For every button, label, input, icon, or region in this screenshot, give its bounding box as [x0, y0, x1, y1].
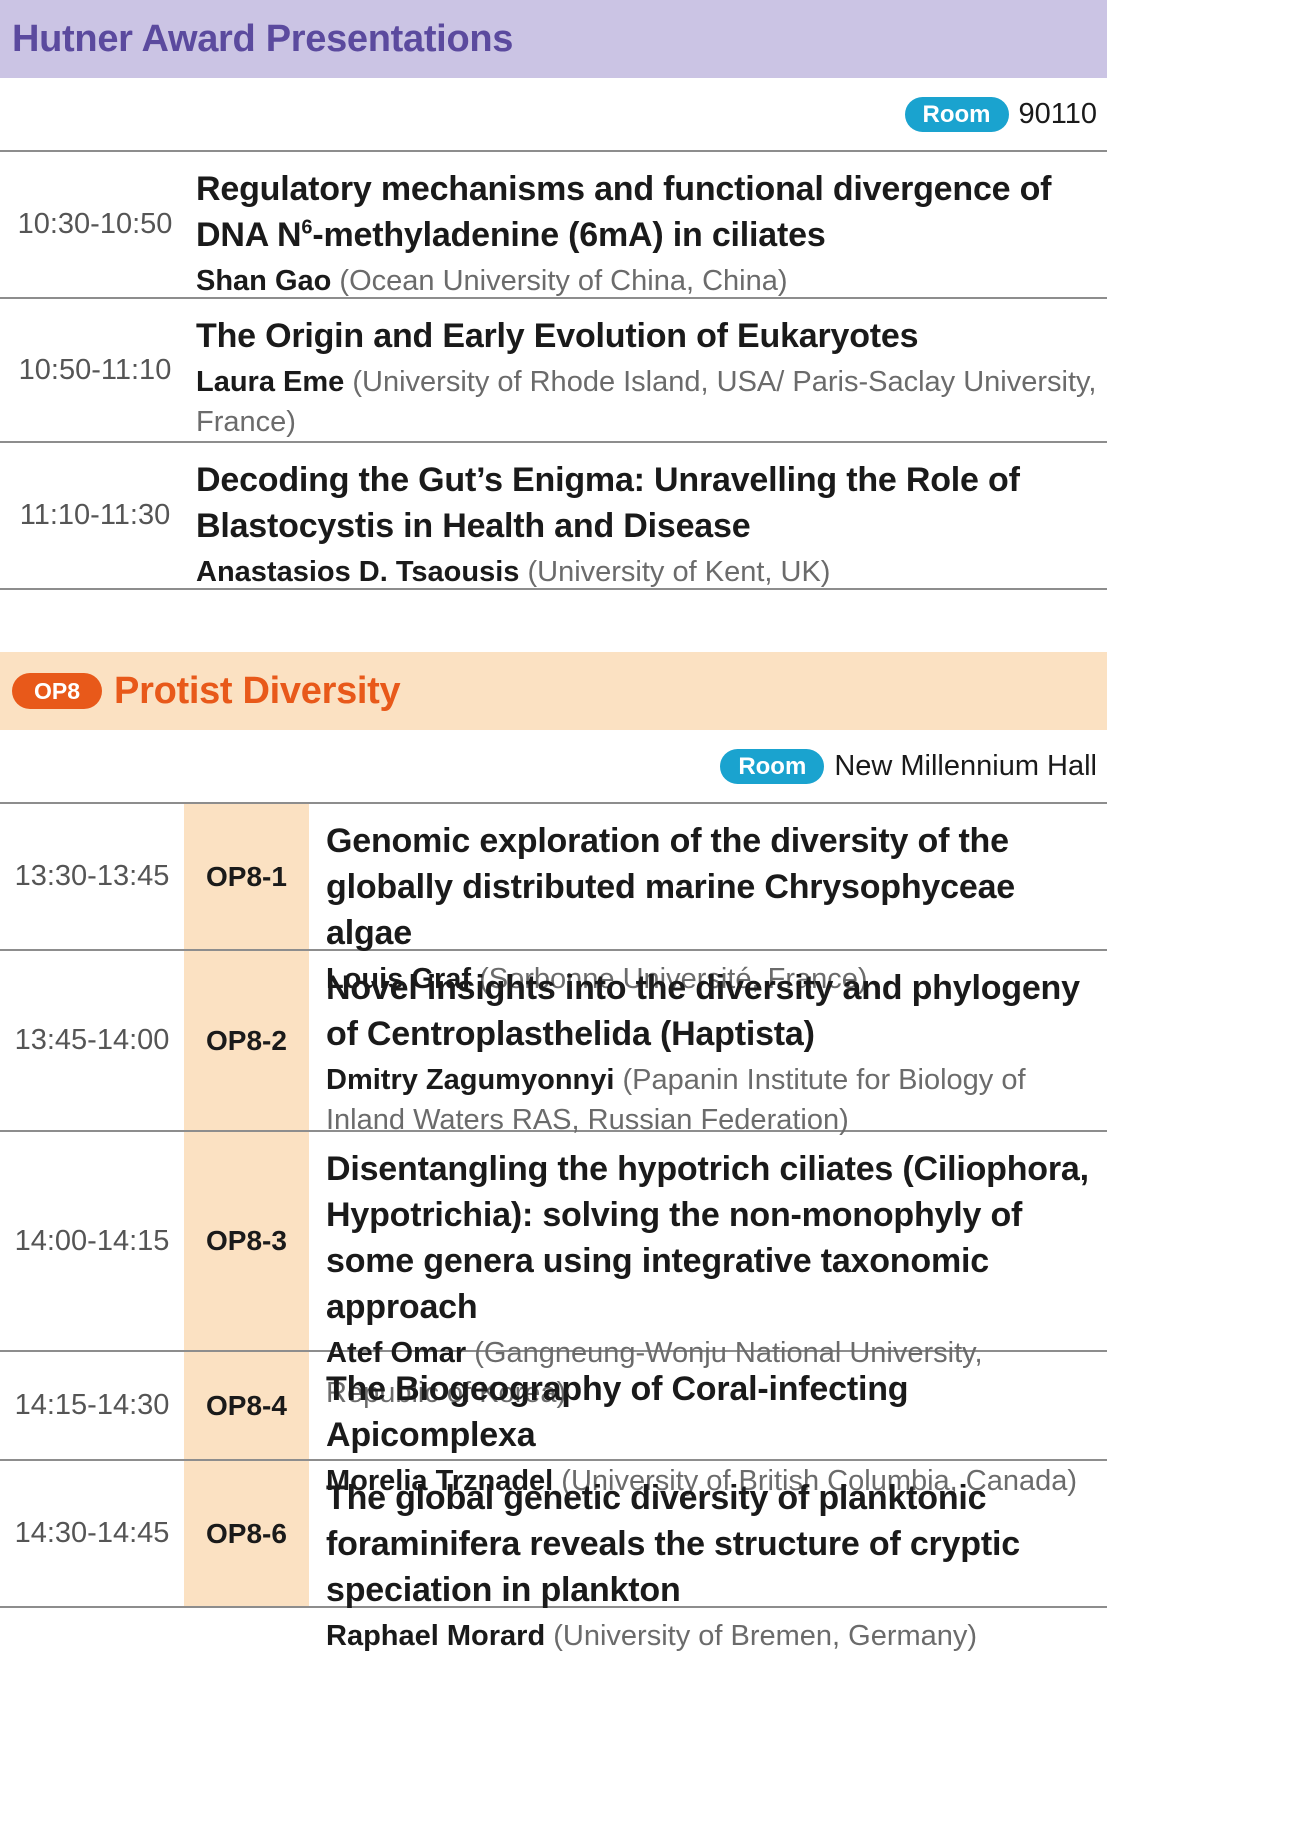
room-name: 90110: [1018, 97, 1098, 130]
talk-title: The Biogeography of Coral-infecting Apic…: [326, 1370, 909, 1454]
talk-title: Genomic exploration of the diversity of …: [326, 822, 1015, 952]
speaker-name: Shan Gao: [196, 265, 332, 297]
speaker-affiliation: (University of Bremen, Germany): [553, 1620, 978, 1652]
speaker-affiliation: (Gangneung-Wonju National University, Re…: [326, 1337, 983, 1409]
speaker-affiliation: (Ocean University of China, China): [339, 265, 788, 297]
talk-content: Regulatory mechanisms and functional div…: [186, 152, 1107, 297]
talk-row: 14:30-14:45 OP8-6 The global genetic div…: [0, 1461, 1107, 1652]
talk-speaker-line: Laura Eme (University of Rhode Island, U…: [196, 362, 1107, 442]
talk-speaker-line: Dmitry Zagumyonnyi (Papanin Institute fo…: [326, 1060, 1099, 1140]
talk-time: 11:10-11:30: [19, 499, 171, 531]
room-name: New Millennium Hall: [834, 749, 1097, 782]
talk-row: 10:50-11:10 The Origin and Early Evoluti…: [0, 299, 1107, 443]
room-badge: Room: [720, 748, 825, 784]
talk-row: 13:30-13:45 OP8-1 Genomic exploration of…: [0, 804, 1107, 995]
hutner-section: Hutner Award Presentations Room 90110 10…: [0, 0, 1107, 590]
talk-time: 10:50-11:10: [18, 353, 172, 386]
talk-speaker-line: Atef Omar (Gangneung-Wonju National Univ…: [326, 1333, 1099, 1413]
speaker-name: Laura Eme: [196, 366, 345, 398]
talk-title: Novel insights into the diversity and ph…: [326, 969, 1080, 1053]
talk-time: 13:45-14:00: [14, 1024, 170, 1056]
talk-title: Decoding the Gut’s Enigma: Unravelling t…: [196, 461, 1020, 545]
talk-content: The global genetic diversity of plankton…: [309, 1461, 1107, 1652]
op8-title: Protist Diversity: [114, 669, 401, 712]
speaker-name: Raphael Morard: [326, 1620, 546, 1652]
talk-time: 13:30-13:45: [14, 860, 170, 892]
talk-content: Genomic exploration of the diversity of …: [309, 804, 1107, 995]
hutner-title: Hutner Award Presentations: [12, 17, 514, 60]
speaker-name: Dmitry Zagumyonnyi: [326, 1064, 615, 1096]
talk-speaker-line: Anastasios D. Tsaousis (University of Ke…: [196, 552, 1107, 592]
speaker-name: Louis Graf: [326, 963, 472, 995]
talk-speaker-line: Raphael Morard (University of Bremen, Ge…: [326, 1616, 1099, 1656]
talk-title: The global genetic diversity of plankton…: [326, 1479, 1020, 1609]
op8-header: OP8 Protist Diversity: [0, 652, 1107, 730]
hutner-talk-list: 10:30-10:50 Regulatory mechanisms and fu…: [0, 152, 1107, 590]
program-page: Hutner Award Presentations Room 90110 10…: [0, 0, 1107, 1652]
talk-speaker-line: Morelia Trznadel (University of British …: [326, 1461, 1099, 1501]
talk-code: OP8-3: [184, 1132, 309, 1350]
talk-speaker-line: Louis Graf (Sorbonne Université, France): [326, 959, 1099, 999]
talk-code: OP8-6: [184, 1461, 309, 1606]
section-gap: [0, 590, 1107, 652]
talk-row: 14:00-14:15 OP8-3 Disentangling the hypo…: [0, 1132, 1107, 1409]
talk-code: OP8-1: [184, 804, 309, 949]
room-badge: Room: [904, 96, 1009, 132]
talk-content: Decoding the Gut’s Enigma: Unravelling t…: [186, 443, 1107, 588]
speaker-affiliation: (University of British Columbia, Canada): [561, 1465, 1078, 1497]
talk-row: 14:15-14:30 OP8-4 The Biogeography of Co…: [0, 1352, 1107, 1497]
talk-code: OP8-4: [184, 1352, 309, 1459]
talk-code: OP8-2: [184, 951, 309, 1130]
talk-row: 11:10-11:30 Decoding the Gut’s Enigma: U…: [0, 443, 1107, 590]
hutner-room: Room 90110: [0, 78, 1107, 152]
hutner-header: Hutner Award Presentations: [0, 0, 1107, 78]
talk-content: Disentangling the hypotrich ciliates (Ci…: [309, 1132, 1107, 1409]
session-badge: OP8: [12, 673, 103, 709]
talk-time: 14:15-14:30: [14, 1389, 170, 1421]
talk-title: Disentangling the hypotrich ciliates (Ci…: [326, 1150, 1089, 1326]
speaker-name: Atef Omar: [326, 1337, 467, 1369]
talk-speaker-line: Shan Gao (Ocean University of China, Chi…: [196, 261, 1107, 301]
talk-row: 13:45-14:00 OP8-2 Novel insights into th…: [0, 951, 1107, 1136]
speaker-name: Morelia Trznadel: [326, 1465, 554, 1497]
speaker-name: Anastasios D. Tsaousis: [196, 556, 520, 588]
talk-content: The Biogeography of Coral-infecting Apic…: [309, 1352, 1107, 1497]
talk-title: Regulatory mechanisms and functional div…: [196, 170, 1052, 254]
talk-content: Novel insights into the diversity and ph…: [309, 951, 1107, 1136]
speaker-affiliation: (Papanin Institute for Biology of Inland…: [326, 1064, 1026, 1136]
speaker-affiliation: (University of Kent, UK): [527, 556, 831, 588]
talk-time: 10:30-10:50: [17, 208, 173, 240]
op8-talk-list: 13:30-13:45 OP8-1 Genomic exploration of…: [0, 804, 1107, 1652]
talk-time: 14:30-14:45: [14, 1517, 170, 1549]
op8-section: OP8 Protist Diversity Room New Millenniu…: [0, 652, 1107, 1652]
speaker-affiliation: (Sorbonne Université, France): [479, 963, 868, 995]
talk-content: The Origin and Early Evolution of Eukary…: [186, 299, 1107, 441]
speaker-affiliation: (University of Rhode Island, USA/ Paris-…: [196, 366, 1097, 438]
op8-room: Room New Millennium Hall: [0, 730, 1107, 804]
talk-time: 14:00-14:15: [14, 1224, 170, 1257]
talk-title: The Origin and Early Evolution of Eukary…: [196, 317, 919, 355]
talk-row: 10:30-10:50 Regulatory mechanisms and fu…: [0, 152, 1107, 299]
